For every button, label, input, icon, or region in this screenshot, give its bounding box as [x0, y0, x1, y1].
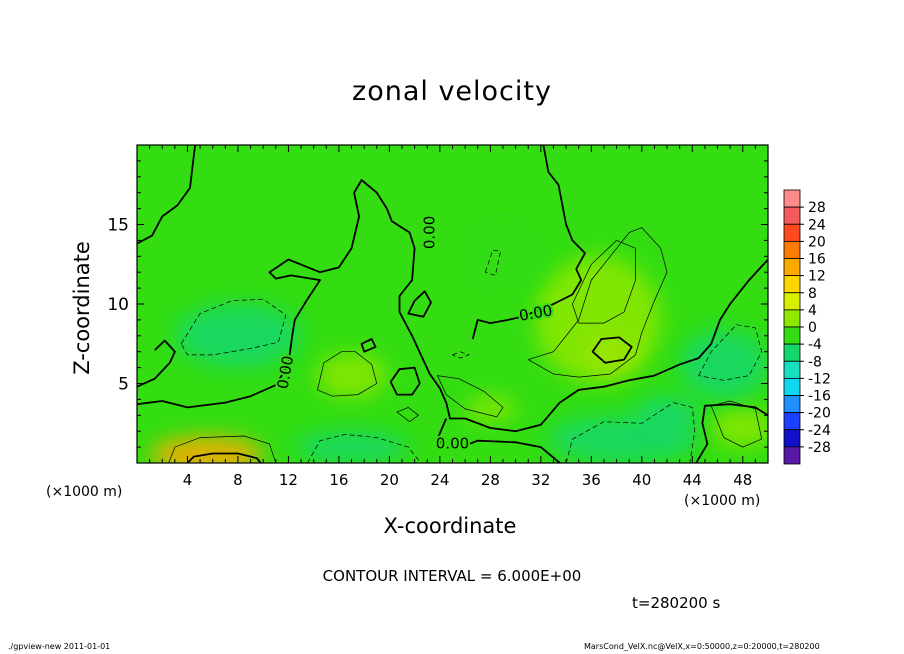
colorbar-swatch	[783, 223, 801, 242]
x-unit-label-left: (×1000 m)	[46, 484, 123, 500]
chart-title: zonal velocity	[352, 76, 552, 107]
x-tick-label: 20	[380, 471, 399, 489]
zero-contour-line	[137, 179, 768, 433]
positive-contour-line	[168, 435, 277, 463]
x-tick-label: 44	[683, 471, 702, 489]
colorbar-label: 4	[808, 303, 817, 319]
time-label: t=280200 s	[632, 594, 721, 612]
x-unit-label-right: (×1000 m)	[684, 493, 761, 509]
footer-left-text: ./gpview-new 2011-01-01	[8, 642, 111, 651]
x-tick-label: 32	[531, 471, 550, 489]
zero-contour-line	[407, 290, 432, 318]
field-anomaly	[465, 396, 516, 422]
field-anomaly	[149, 435, 264, 463]
x-tick-label: 40	[632, 471, 651, 489]
contour-interval-label: CONTOUR INTERVAL = 6.000E+00	[322, 567, 582, 585]
field-anomaly	[294, 431, 409, 463]
colorbar-label: -24	[808, 423, 831, 439]
colorbar-swatch	[783, 275, 801, 294]
field-anomaly	[679, 329, 768, 400]
colorbar-swatch	[783, 240, 801, 259]
zero-contour-line	[695, 403, 768, 463]
colorbar-swatch	[783, 377, 801, 396]
colorbar-swatch	[783, 258, 801, 277]
y-tick-label: 15	[107, 216, 129, 236]
colorbar-label: 0	[808, 320, 817, 336]
positive-contour-line	[528, 227, 668, 378]
x-tick-label: 28	[481, 471, 500, 489]
zero-contour-line	[360, 338, 377, 353]
colorbar-label: -8	[808, 354, 822, 370]
colorbar-swatch	[783, 360, 801, 379]
x-tick-label: 48	[733, 471, 752, 489]
colorbar-label: -12	[808, 371, 831, 387]
zero-contour-line	[137, 339, 176, 388]
field-anomaly	[635, 394, 699, 436]
colorbar-label: -20	[808, 406, 831, 422]
x-tick-label: 24	[430, 471, 449, 489]
x-tick-label: 16	[329, 471, 348, 489]
field-anomaly	[174, 304, 302, 368]
x-tick-label: 8	[233, 471, 243, 489]
negative-contour-line	[307, 434, 422, 463]
zero-contour-line	[471, 145, 586, 340]
positive-contour-line	[436, 375, 504, 418]
zero-contour-line	[436, 418, 561, 463]
negative-contour-line	[484, 249, 501, 276]
field-anomaly	[534, 256, 661, 384]
field-anomaly	[458, 216, 548, 297]
positive-contour-line	[710, 400, 763, 448]
colorbar-swatch	[783, 446, 801, 465]
colorbar-swatch	[783, 343, 801, 362]
colorbar-swatch	[783, 412, 801, 431]
zero-contour-line	[389, 366, 421, 396]
colorbar-label: 16	[808, 252, 826, 268]
colorbar-label: 24	[808, 217, 826, 233]
negative-contour-line	[698, 324, 763, 381]
zero-contour-lines	[137, 145, 768, 463]
colorbar-label: 8	[808, 286, 817, 302]
contour-label: 0.00	[420, 216, 438, 249]
colorbar-label: -4	[808, 337, 822, 353]
colorbar-swatch	[783, 309, 801, 328]
colorbar-label: -28	[808, 440, 831, 456]
x-tick-label: 12	[279, 471, 298, 489]
contour-label: 0.00	[436, 434, 469, 452]
field-anomaly	[711, 408, 768, 448]
positive-contour-line	[396, 406, 419, 423]
y-tick-label: 10	[107, 295, 129, 315]
colorbar-swatch	[783, 189, 801, 208]
velocity-field	[137, 145, 768, 463]
colorbar-label: -16	[808, 389, 831, 405]
colorbar-swatch	[783, 429, 801, 448]
negative-contour-line	[451, 351, 470, 359]
contour-lines	[168, 227, 763, 463]
colorbar-swatch	[783, 292, 801, 311]
footer-right-text: MarsCond_VelX.nc@VelX,x=0:50000,z=0:2000…	[584, 642, 820, 651]
positive-contour-line	[317, 351, 378, 397]
colorbar-label: 28	[808, 200, 826, 216]
colorbar-label: 12	[808, 269, 826, 285]
zero-contour-line	[591, 336, 633, 364]
contour-labels: 0.000.000.000.00	[272, 214, 556, 455]
x-axis-label: X-coordinate	[383, 514, 517, 538]
colorbar-swatch	[783, 206, 801, 225]
x-tick-label: 36	[582, 471, 601, 489]
negative-contour-line	[180, 298, 287, 356]
zero-contour-line	[137, 145, 196, 245]
zero-contour-line	[186, 452, 262, 463]
positive-contour-line	[572, 239, 636, 324]
colorbar-swatch	[783, 326, 801, 345]
colorbar-swatch	[783, 395, 801, 414]
y-tick-label: 5	[118, 375, 129, 395]
field-anomaly	[316, 353, 387, 398]
x-tick-label: 4	[183, 471, 193, 489]
colorbar-label: 20	[808, 234, 826, 250]
